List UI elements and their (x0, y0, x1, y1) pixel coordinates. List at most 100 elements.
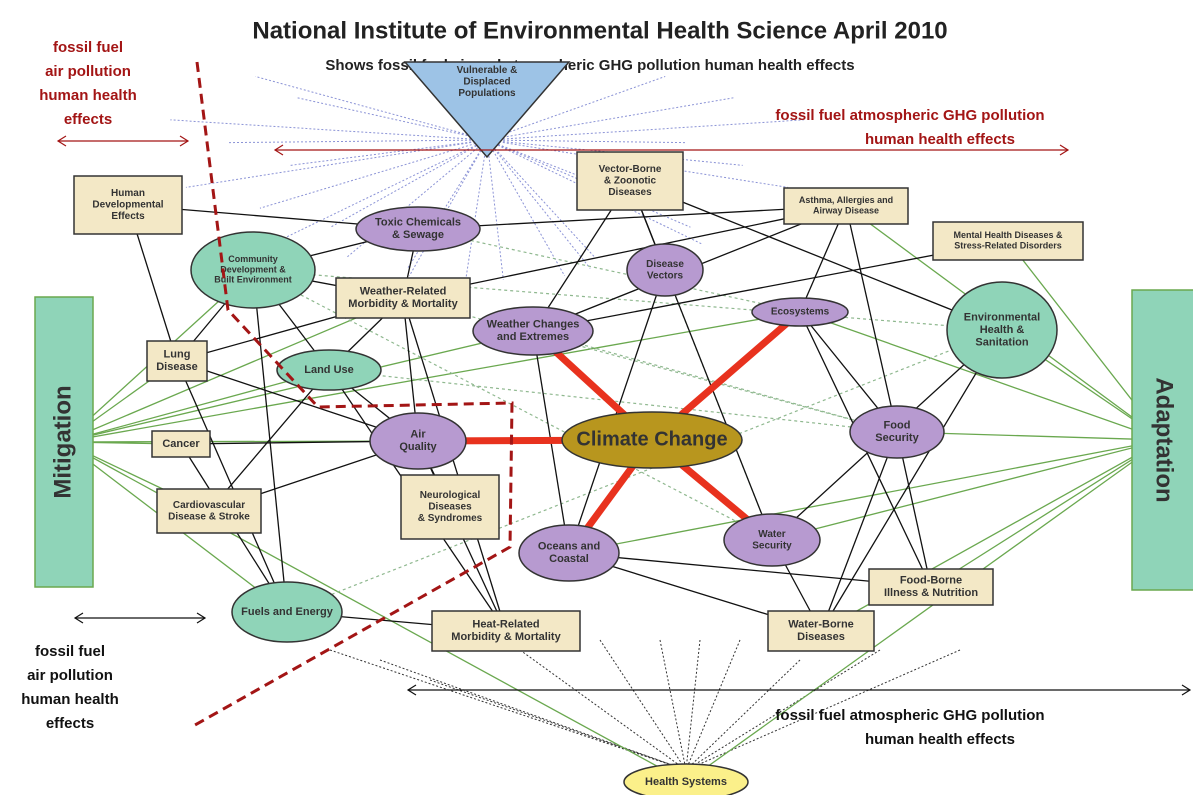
edge (252, 269, 288, 613)
node-label: Illness & Nutrition (884, 587, 978, 599)
node-shape (400, 474, 500, 540)
node-label: Development & (220, 264, 286, 274)
edge (328, 369, 898, 433)
ray (685, 659, 801, 771)
node-label: Neurological (420, 490, 481, 501)
annotation: fossil fuel atmospheric GHG pollution (775, 707, 1044, 724)
ray (255, 75, 488, 141)
arrow-head (56, 135, 67, 147)
node-label: Vulnerable & (457, 65, 518, 76)
annotation: human health effects (865, 731, 1015, 748)
title: National Institute of Environmental Heal… (252, 17, 947, 44)
node-label: Weather-Related (360, 286, 447, 298)
boundary (194, 61, 514, 727)
node-label: Asthma, Allergies and (799, 195, 893, 205)
subtitle: Shows fossil fuel air and atmospheric GH… (325, 57, 854, 74)
edge (208, 369, 330, 512)
arrow-head (1059, 144, 1070, 156)
node-label: Toxic Chemicals (375, 217, 461, 229)
edge (568, 439, 1164, 554)
ray (486, 139, 591, 269)
edge (63, 297, 404, 443)
annotation: human health effects (865, 131, 1015, 148)
node-shape (73, 175, 183, 235)
node-label: Stress-Related Disorders (954, 241, 1062, 251)
node-shape (576, 151, 684, 211)
ray (465, 139, 488, 280)
ray (486, 97, 735, 141)
node-label: Diseases (797, 631, 845, 643)
annotations: fossil fuel air pollution human health effe… (21, 39, 1192, 748)
node-label: Diseases (428, 502, 472, 513)
ray (486, 139, 687, 144)
annotation: effects (64, 111, 112, 128)
node-label: Built Environment (214, 275, 292, 285)
node-shape (946, 281, 1058, 379)
node-shape (231, 581, 343, 643)
edge (685, 439, 1164, 783)
edge (820, 329, 1003, 632)
node-label: Morbidity & Mortality (348, 298, 458, 310)
node-shape (34, 296, 94, 588)
node-label: Disease & Stroke (168, 511, 250, 522)
node-label: Vector-Borne (599, 164, 662, 175)
arrow-head (73, 612, 84, 624)
node-label: Airway Disease (813, 206, 879, 216)
node-label: Disease (156, 361, 198, 373)
node-label: Cardiovascular (173, 500, 245, 511)
ray (329, 649, 687, 771)
arrow-head (179, 135, 190, 147)
node-shape (190, 231, 316, 309)
node-label: Land Use (304, 364, 354, 376)
ray (185, 139, 488, 188)
annotation: human health (39, 87, 137, 104)
annotation: fossil fuel (35, 643, 105, 660)
ray (685, 639, 741, 771)
node-shape (767, 610, 875, 652)
node-shape (369, 412, 467, 470)
annotation: air pollution (27, 667, 113, 684)
node-shape (403, 61, 571, 159)
node-label: Sanitation (975, 337, 1028, 349)
annotation: effects (46, 715, 94, 732)
nodes: Vulnerable &DisplacedPopulationsHumanDev… (34, 61, 1193, 795)
node-shape (518, 524, 620, 582)
node-shape (335, 277, 471, 319)
edge (417, 205, 847, 230)
node-label: Lung (164, 349, 191, 361)
ray (429, 679, 687, 771)
edge (176, 360, 288, 613)
node-label: & Sewage (392, 229, 444, 241)
node-shape (156, 488, 262, 534)
ray (486, 139, 504, 280)
node-label: Weather Changes (487, 319, 580, 331)
node-shape (561, 411, 743, 469)
annotation: fossil fuel atmospheric GHG pollution (775, 107, 1044, 124)
node-label: Disease (646, 259, 684, 270)
node-label: and Extremes (497, 331, 569, 343)
ray (296, 97, 488, 141)
edge (402, 297, 507, 632)
arrow-head (196, 612, 207, 624)
node-shape (1131, 289, 1193, 591)
ray (259, 139, 488, 209)
node-label: Populations (458, 88, 516, 99)
ray (290, 139, 488, 166)
node-shape (276, 349, 382, 391)
ray (599, 639, 687, 771)
node-label: Water-Borne (788, 619, 854, 631)
node-shape (355, 206, 481, 252)
node-shape (472, 306, 594, 356)
node-label: Security (752, 540, 792, 551)
annotation: fossil fuel (53, 39, 123, 56)
node-label: Community (228, 254, 278, 264)
node-label: Effects (111, 211, 145, 222)
node-label: Air (410, 429, 426, 441)
ray (486, 75, 666, 141)
edge (532, 240, 1009, 332)
node-label: Mitigation (49, 385, 76, 498)
node-shape (431, 610, 581, 652)
ray (519, 649, 687, 771)
edge (252, 269, 1003, 331)
edge (402, 205, 847, 299)
